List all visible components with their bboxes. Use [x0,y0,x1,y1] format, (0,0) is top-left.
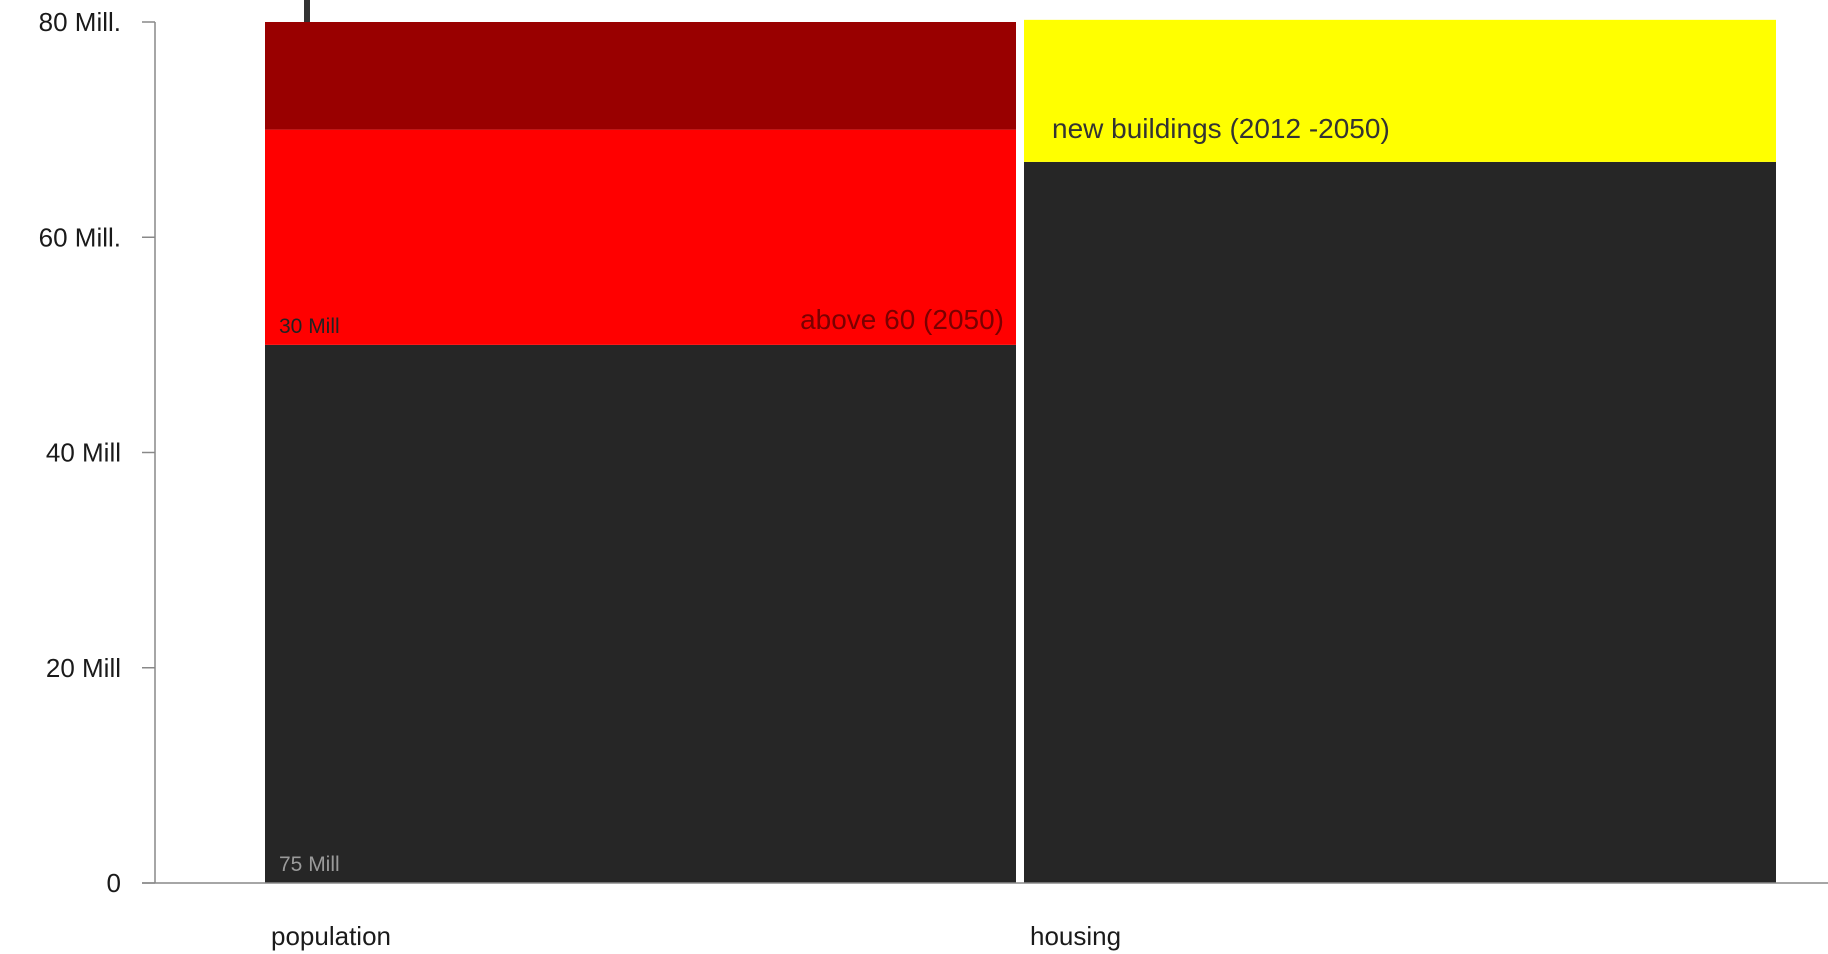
segment-label-population-0: 75 Mill [279,853,340,876]
segment-label-population-1-2: 30 Mill [279,315,340,338]
bar-segment-housing-0 [1024,161,1776,884]
bar-segment-population-0 [265,344,1016,883]
segment-label-housing-1: new buildings (2012 -2050) [1052,113,1390,144]
segment-label-population-1: above 60 (2050) [800,304,1004,335]
axes-group [142,21,1828,884]
y-tick-label-3: 60 Mill. [39,222,121,252]
category-label-housing: housing [1030,921,1121,951]
bar-segment-population-2 [265,22,1016,130]
category-label-population: population [271,921,391,951]
bar-segment-population-1 [265,129,1016,345]
y-tick-label-1: 20 Mill [46,653,121,683]
y-tick-label-0: 0 [107,868,121,898]
top-marker [304,0,310,22]
bar-segment-housing-1 [1024,19,1776,162]
bars-group [265,0,1776,884]
y-tick-label-4: 80 Mill. [39,7,121,37]
labels-group: 75 Mill above 60 (2050) 30 Mill population n… [39,7,1390,951]
y-tick-label-2: 40 Mill [46,438,121,468]
